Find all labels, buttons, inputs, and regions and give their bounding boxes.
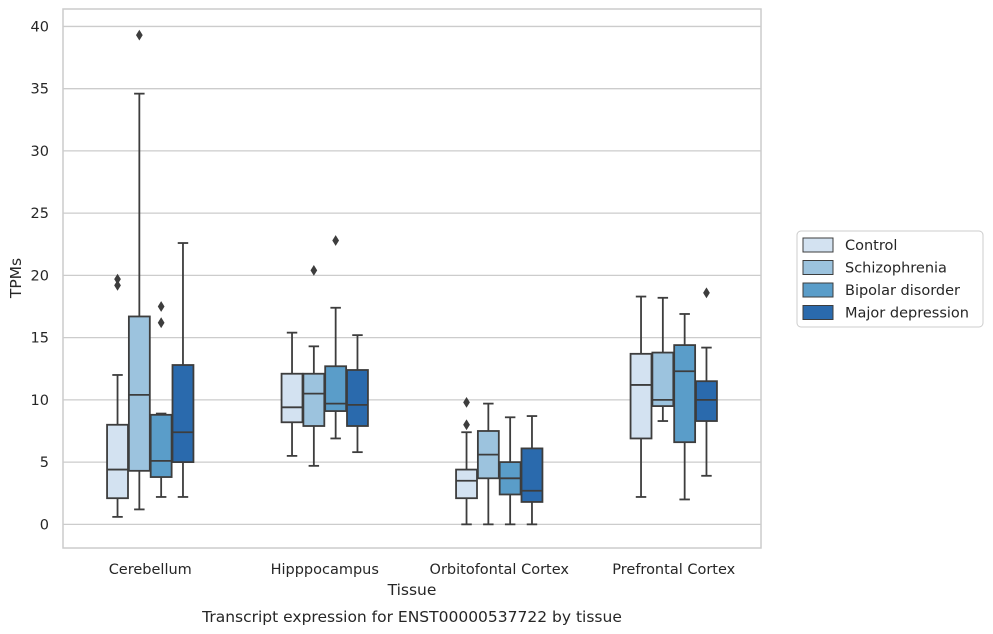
outlier-marker [157,301,165,312]
outlier-marker [332,235,340,246]
box-groups [106,29,718,526]
box-3-1 [651,296,675,422]
box-body [673,344,697,444]
box-body [695,380,718,422]
legend-swatch [802,282,834,298]
x-axis-ticks: Cerebellum Hipppocampus Orbitofontal Corte… [109,562,736,578]
x-axis-title: Tissue [387,581,437,599]
box-3-3 [695,287,718,477]
y-tick-label: 0 [40,517,49,533]
y-tick-label: 25 [31,206,49,222]
legend-label: Bipolar disorder [845,283,960,299]
box-body [629,352,653,440]
x-tick-label: Orbitofontal Cortex [430,562,570,578]
y-tick-label: 15 [31,331,49,347]
outlier-marker [463,419,470,431]
box-1-1 [302,265,326,467]
y-axis-title: TPMs [7,258,25,299]
box-body [127,315,151,472]
legend-label: Schizophrenia [845,261,947,277]
chart-caption: Transcript expression for ENST0000053772… [201,608,622,626]
outlier-marker [310,265,318,276]
x-tick-label: Hipppocampus [271,562,379,578]
box-body [346,369,369,427]
box-2-2 [498,416,522,526]
y-tick-label: 35 [31,82,49,98]
box-body [280,372,304,424]
y-tick-label: 40 [31,19,49,35]
box-body [171,364,195,464]
box-2-1 [476,402,500,526]
box-1-2 [324,235,348,440]
legend-swatch [802,237,834,253]
legend-frame [796,230,984,328]
x-tick-label: Cerebellum [109,562,192,578]
legend-label: Major depression [845,306,969,322]
outlier-marker [157,317,165,329]
outlier-marker [135,29,143,41]
box-2-0 [455,396,478,526]
y-tick-label: 5 [40,455,49,471]
box-0-1 [127,29,151,511]
box-body [455,468,478,500]
outlier-marker [463,396,470,408]
y-tick-label: 10 [31,393,49,409]
y-axis-ticks: 0 5 10 15 20 25 30 35 40 [31,19,49,533]
y-tick-label: 30 [31,144,49,160]
outlier-marker [114,279,121,291]
box-body [106,423,129,500]
box-body [651,351,675,407]
box-1-3 [346,334,369,454]
box-body [149,413,173,478]
x-tick-label: Prefrontal Cortex [612,562,735,578]
legend-swatch [802,260,834,275]
box-0-3 [171,242,195,498]
outlier-marker [703,287,710,299]
box-0-2 [149,301,173,498]
legend-label: Control [845,238,897,254]
box-body [302,372,326,427]
y-tick-label: 20 [31,268,49,284]
plot-frame [62,8,762,549]
box-2-3 [520,415,544,526]
box-body [520,447,544,503]
outlier-marker [114,273,121,285]
legend-swatch [802,305,834,320]
legend: Control Schizophrenia Bipolar disorder Majo… [796,230,984,328]
